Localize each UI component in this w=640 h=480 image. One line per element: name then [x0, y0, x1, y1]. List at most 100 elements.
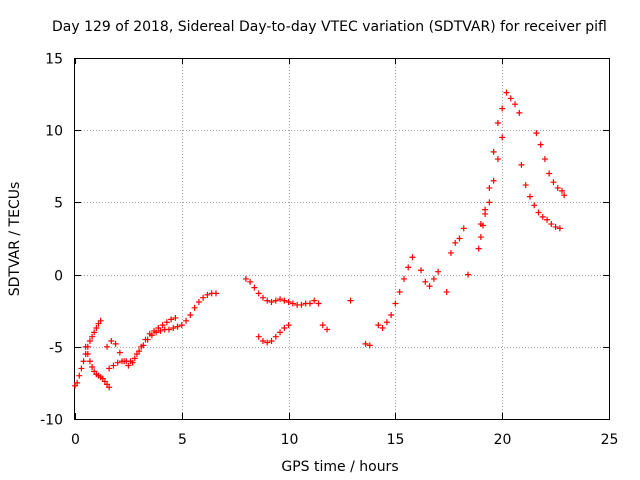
data-point: [435, 268, 442, 275]
data-point: [499, 134, 506, 141]
data-point: [490, 148, 497, 155]
data-point: [125, 362, 132, 369]
data-point: [477, 221, 484, 228]
data-point: [259, 338, 266, 345]
data-point: [289, 300, 296, 307]
series-seg9: [347, 297, 373, 349]
data-point: [187, 312, 194, 319]
data-point: [277, 296, 284, 303]
data-point: [163, 319, 170, 326]
data-point: [319, 322, 326, 329]
data-point: [362, 340, 369, 347]
data-point: [426, 283, 433, 290]
data-point: [541, 156, 548, 163]
data-point: [151, 327, 158, 334]
data-point: [422, 278, 429, 285]
series-seg6: [242, 275, 313, 308]
x-tick-label: 5: [178, 432, 187, 448]
series-seg11: [418, 225, 472, 295]
data-point: [559, 187, 566, 194]
y-tick-label: 5: [54, 196, 63, 212]
data-point: [242, 275, 249, 282]
data-point: [146, 330, 153, 337]
data-point: [494, 156, 501, 163]
data-point: [264, 297, 271, 304]
y-tick-label: 0: [54, 269, 63, 285]
x-tick-label: 15: [387, 432, 405, 448]
data-point: [418, 267, 425, 274]
data-point: [114, 359, 121, 366]
data-point: [482, 210, 489, 217]
chart-title: Day 129 of 2018, Sidereal Day-to-day VTE…: [52, 19, 607, 35]
series-seg1: [72, 317, 104, 389]
data-point: [178, 322, 185, 329]
data-point: [552, 223, 559, 230]
data-point: [486, 184, 493, 191]
data-point: [86, 338, 93, 345]
data-point: [172, 314, 179, 321]
data-point: [97, 317, 104, 324]
data-point: [165, 326, 172, 333]
data-point: [174, 323, 181, 330]
data-point: [285, 299, 292, 306]
series-seg8: [255, 322, 292, 346]
data-point: [272, 333, 279, 340]
data-point: [272, 297, 279, 304]
series-seg7: [311, 297, 331, 333]
data-point: [129, 359, 136, 366]
data-point: [264, 339, 271, 346]
data-point: [76, 372, 83, 379]
y-tick-label: 10: [45, 124, 63, 140]
data-point: [89, 364, 96, 371]
series-seg4: [104, 314, 179, 369]
data-point: [142, 336, 149, 343]
data-point: [396, 288, 403, 295]
data-point: [405, 264, 412, 271]
data-point: [112, 340, 119, 347]
data-point: [110, 362, 117, 369]
series-seg15: [518, 161, 563, 232]
data-point: [561, 192, 568, 199]
data-point: [379, 325, 386, 332]
data-point: [168, 316, 175, 323]
data-point: [447, 249, 454, 256]
data-point: [503, 89, 510, 96]
data-point: [298, 301, 305, 308]
data-point: [443, 288, 450, 295]
plot-frame: [74, 58, 610, 420]
x-axis-label: GPS time / hours: [281, 459, 398, 475]
data-point: [195, 299, 202, 306]
data-point: [82, 343, 89, 350]
data-point: [526, 193, 533, 200]
data-point: [400, 275, 407, 282]
data-point: [507, 95, 514, 102]
data-point: [311, 297, 318, 304]
data-point: [251, 284, 258, 291]
data-point: [516, 109, 523, 116]
data-point: [347, 297, 354, 304]
data-point: [477, 234, 484, 241]
data-point: [531, 202, 538, 209]
data-point: [84, 351, 91, 358]
data-point: [550, 179, 557, 186]
data-point: [277, 329, 284, 336]
data-point: [212, 290, 219, 297]
data-point: [499, 105, 506, 112]
x-tick-label: 25: [601, 432, 619, 448]
y-tick-label: 15: [45, 52, 63, 68]
series-seg2: [82, 343, 113, 391]
data-point: [465, 271, 472, 278]
data-point: [159, 322, 166, 329]
data-point: [452, 239, 459, 246]
data-point: [204, 291, 211, 298]
series-seg10: [375, 254, 416, 332]
series-seg16: [533, 130, 568, 199]
data-point: [89, 333, 96, 340]
data-point: [456, 235, 463, 242]
data-point: [74, 379, 81, 386]
data-point: [533, 130, 540, 137]
data-point: [106, 365, 113, 372]
x-tick-label: 20: [494, 432, 512, 448]
data-point: [104, 343, 111, 350]
grid: [75, 58, 609, 419]
